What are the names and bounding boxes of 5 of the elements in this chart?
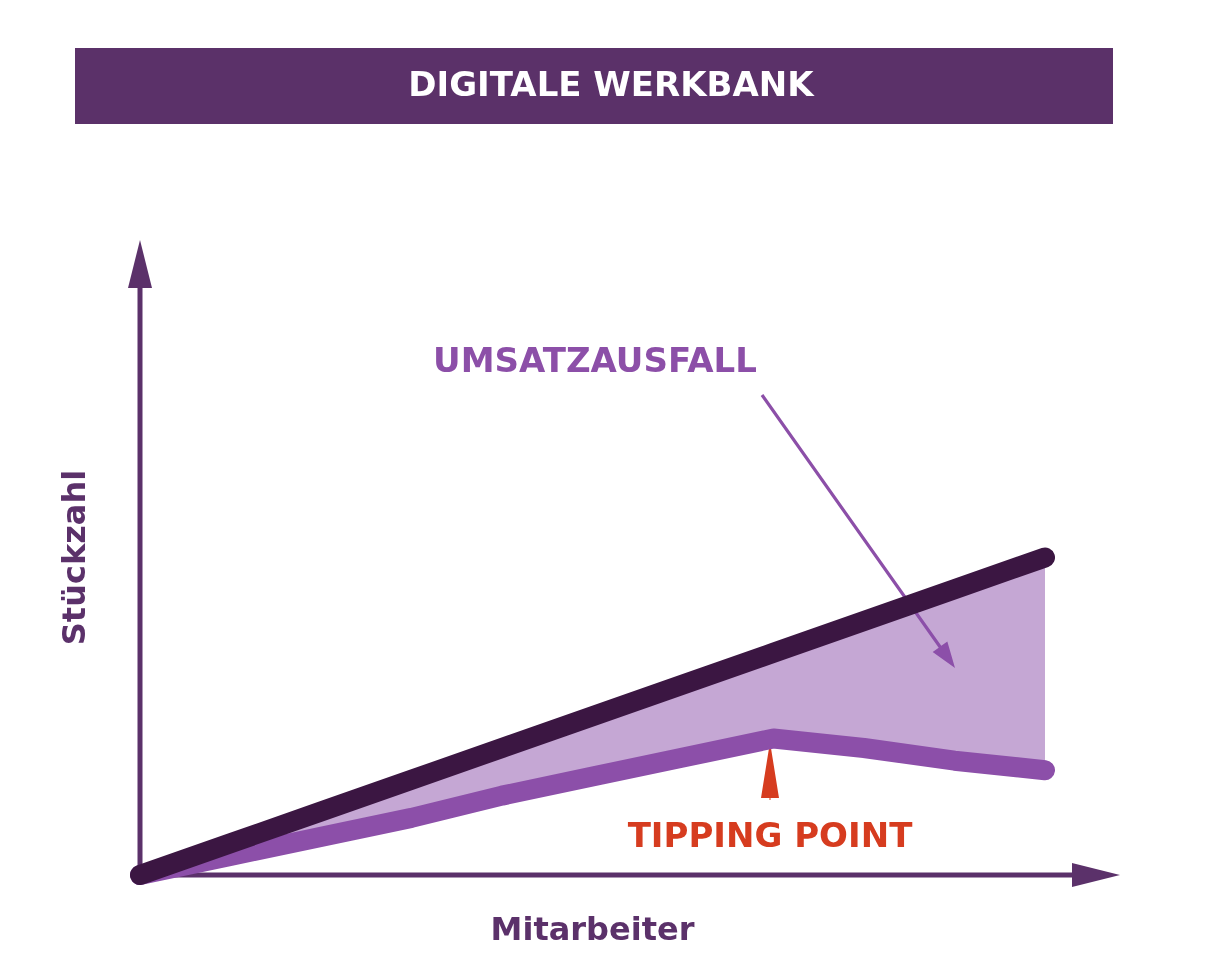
x-axis-title: Mitarbeiter [490, 910, 695, 948]
y-axis-title: Stückzahl [55, 469, 93, 646]
text: UMSATZAUSFALL [433, 340, 757, 380]
annotation: TIPPING POINT [627, 815, 914, 855]
chart-title: DIGITALE WERKBANK [408, 64, 816, 104]
